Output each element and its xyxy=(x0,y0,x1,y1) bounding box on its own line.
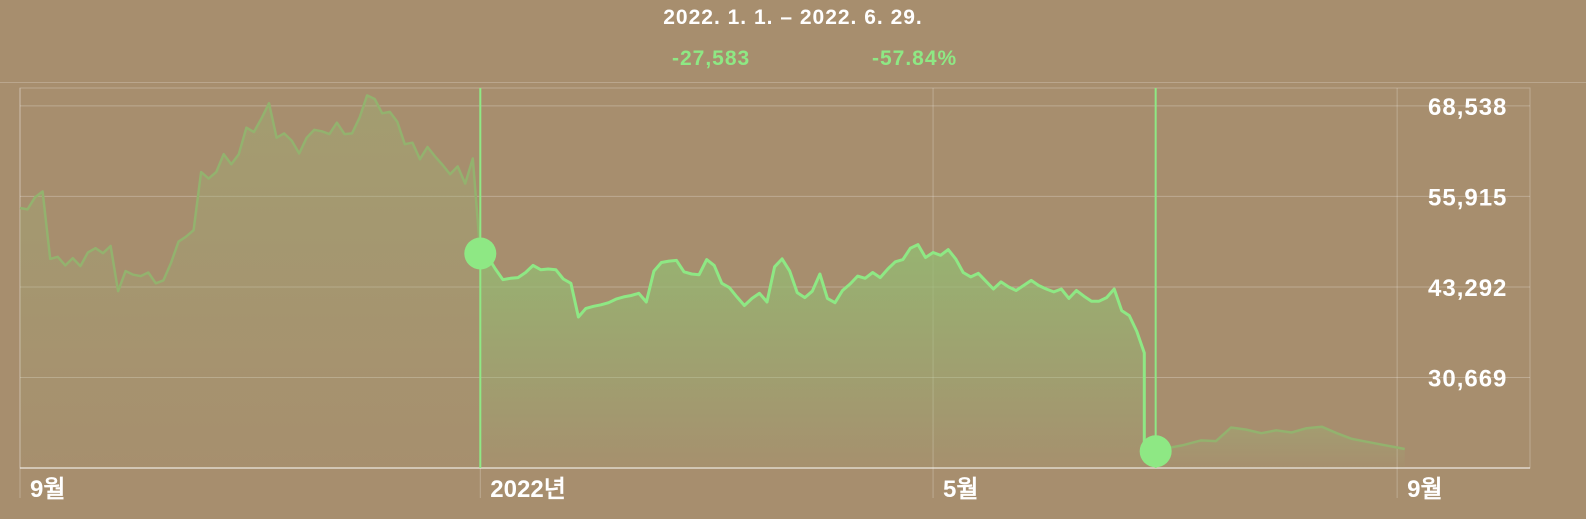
x-tick-label: 9월 xyxy=(1407,476,1442,503)
y-tick-label: 43,292 xyxy=(1428,275,1507,302)
selection-end-handle[interactable] xyxy=(1139,435,1172,468)
y-axis-ticks: 68,538 55,915 43,292 30,669 xyxy=(1428,94,1507,393)
y-tick-label: 55,915 xyxy=(1428,184,1507,211)
area-before-selection xyxy=(20,95,481,469)
header-divider xyxy=(0,82,1586,83)
series-line-after xyxy=(1155,425,1405,453)
date-range-label: 2022. 1. 1. – 2022. 6. 29. xyxy=(663,6,923,29)
selection-start-handle[interactable] xyxy=(464,237,497,270)
chart-area xyxy=(20,95,1405,469)
y-tick-label: 30,669 xyxy=(1428,365,1507,392)
price-change-percent: -57.84% xyxy=(872,47,958,70)
selection-markers[interactable] xyxy=(464,88,1172,468)
x-axis-ticks: 9월 2022년 5월 9월 xyxy=(30,476,1443,503)
series-line-selection xyxy=(479,243,1146,447)
y-tick-label: 68,538 xyxy=(1428,94,1507,121)
x-tick-label: 2022년 xyxy=(490,476,565,503)
x-tick-label: 5월 xyxy=(943,476,978,503)
x-tick-label: 9월 xyxy=(30,476,65,503)
area-selection xyxy=(480,244,1145,468)
area-after-selection xyxy=(1155,426,1405,468)
series-line-before xyxy=(19,94,482,293)
chart-lines xyxy=(19,94,1405,453)
price-change-absolute: -27,583 xyxy=(672,47,751,70)
